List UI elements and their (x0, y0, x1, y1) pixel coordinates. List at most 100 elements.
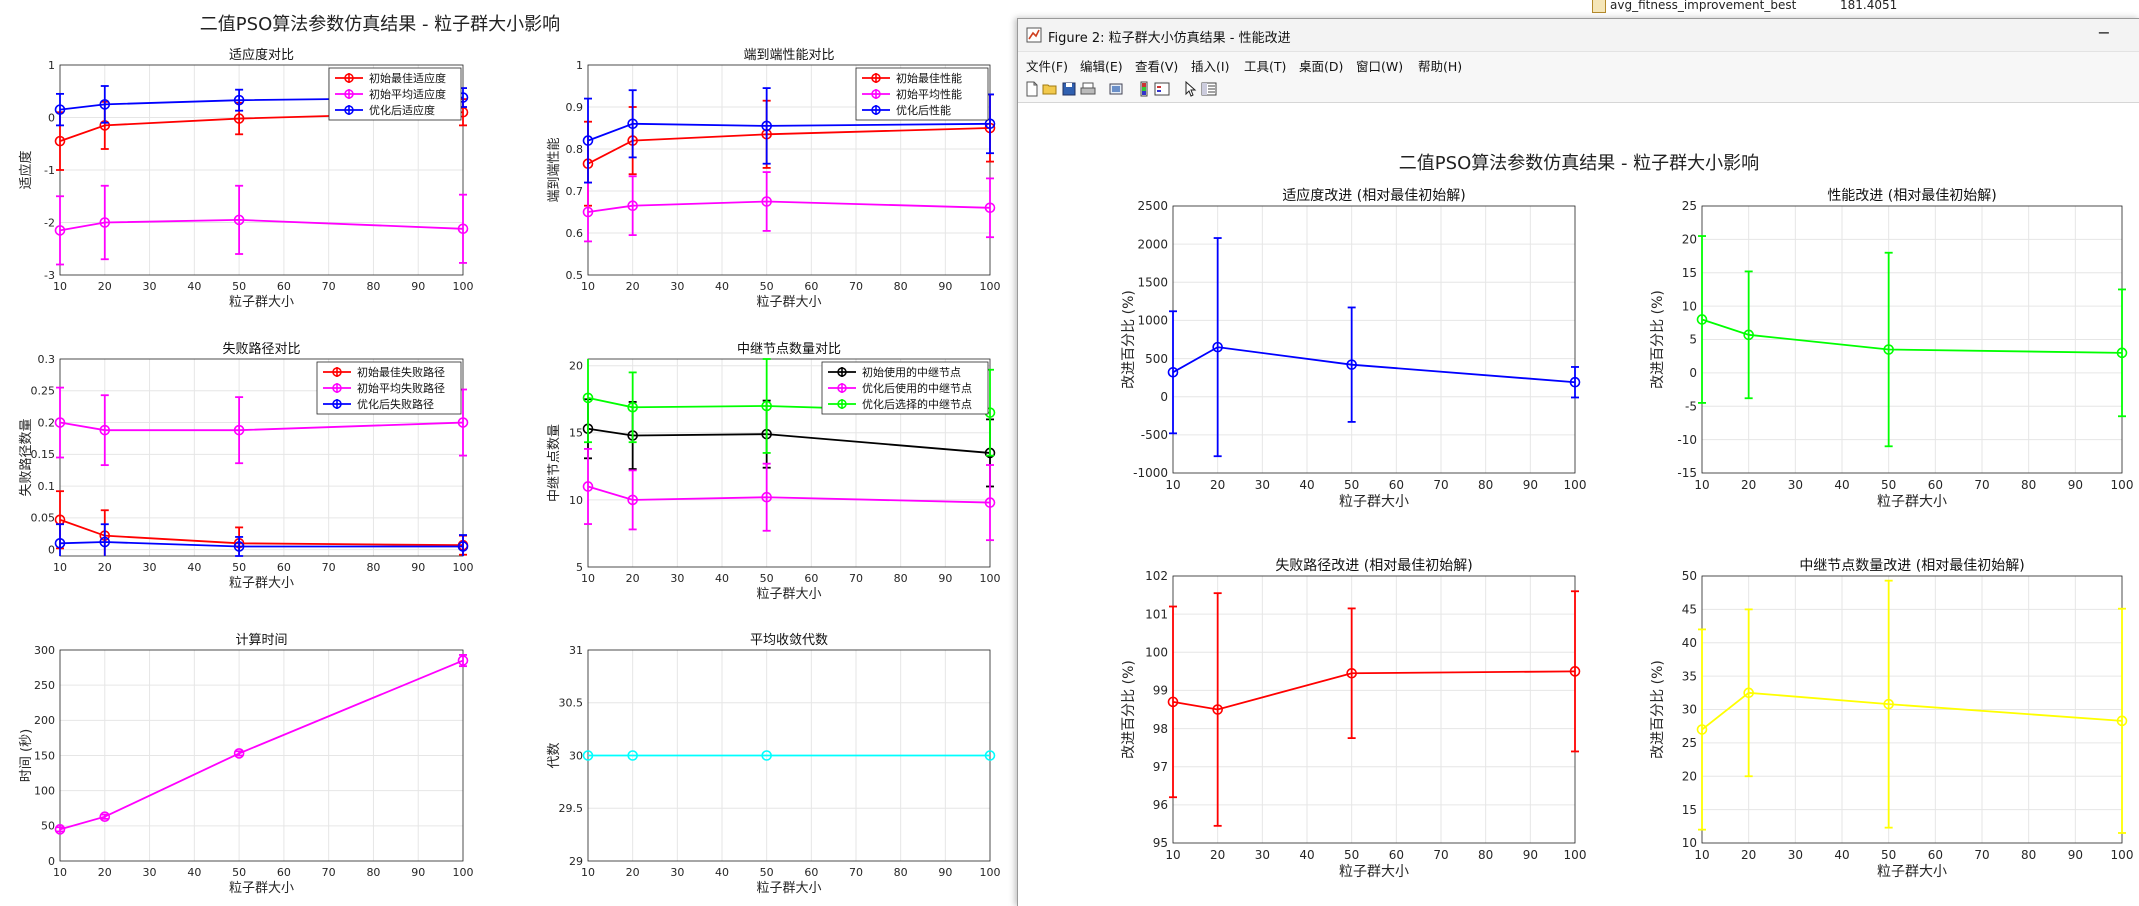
y-tick-label: 0.6 (566, 227, 584, 240)
data-point (627, 118, 638, 130)
data-point (233, 214, 245, 226)
figure-toolbar (1018, 76, 2139, 103)
x-tick-label: 100 (453, 280, 474, 293)
x-tick-label: 30 (143, 866, 157, 879)
y-tick-label: 0.1 (38, 480, 56, 493)
axes-panel: 10 20 30 40 50 60 70 80 90 100 -15 -10 -5 0 5 10 15 20 25 性… (1650, 187, 2133, 510)
y-tick-label: 0.05 (31, 512, 56, 525)
x-tick-label: 90 (1523, 848, 1538, 862)
y-tick-label: 0.2 (38, 416, 56, 429)
y-tick-label: 20 (1682, 233, 1697, 247)
x-tick-label: 80 (366, 561, 380, 574)
x-tick-label: 50 (232, 280, 246, 293)
menu-desktop[interactable]: 桌面(D) (1299, 59, 1344, 74)
new-file-icon[interactable] (1024, 81, 1040, 97)
x-tick-label: 60 (804, 572, 818, 585)
x-tick-label: 10 (581, 280, 595, 293)
menu-help[interactable]: 帮助(H) (1418, 59, 1463, 74)
x-tick-label: 20 (626, 572, 640, 585)
series-line (59, 541, 463, 548)
y-tick-label: 15 (1682, 803, 1697, 817)
series-line (1701, 691, 2123, 731)
y-tick-label: 0.8 (566, 143, 584, 156)
y-tick-label: 2000 (1137, 237, 1168, 251)
axes-title: 中继节点数量改进 (相对最佳初始解) (1799, 557, 2024, 574)
x-tick-label: 90 (2068, 848, 2083, 862)
x-tick-label: 70 (1974, 848, 1989, 862)
y-tick-label: 200 (34, 714, 55, 727)
x-tick-label: 80 (2021, 478, 2036, 492)
minimize-button[interactable]: − (2097, 23, 2111, 42)
y-tick-label: 0 (48, 111, 55, 124)
menu-view[interactable]: 查看(V) (1135, 59, 1179, 74)
data-point (2116, 347, 2128, 359)
menu-insert[interactable]: 插入(I) (1191, 59, 1230, 74)
legend-swatch-marker (871, 105, 881, 115)
series-line (59, 659, 464, 831)
data-point (761, 196, 772, 207)
y-tick-label: -15 (1677, 466, 1697, 480)
menu-edit[interactable]: 编辑(E) (1080, 59, 1123, 74)
data-point (233, 541, 245, 552)
y-tick-label: 15 (1682, 266, 1697, 280)
legend-swatch-marker (871, 89, 881, 99)
colorbar-icon[interactable] (1136, 81, 1152, 97)
x-tick-label: 100 (453, 866, 474, 879)
x-tick-label: 30 (670, 572, 684, 585)
x-axis-label: 粒子群大小 (229, 295, 294, 310)
axes-panel: 10 20 30 40 50 60 70 80 90 100 0 0.05 0.1 0.15 0.2 0.25… (18, 341, 474, 591)
data-point (582, 750, 594, 761)
data-point (627, 200, 638, 211)
y-axis-label: 失败路径数量 (18, 418, 34, 496)
menu-file[interactable]: 文件(F) (1026, 59, 1068, 74)
x-tick-label: 20 (626, 280, 640, 293)
data-point (54, 135, 66, 147)
data-point (1883, 698, 1894, 710)
print-icon[interactable] (1080, 81, 1096, 97)
x-tick-label: 30 (143, 561, 157, 574)
figure-2-suptitle: 二值PSO算法参数仿真结果 - 粒子群大小影响 (1398, 153, 1760, 174)
x-tick-label: 40 (1834, 478, 1849, 492)
x-tick-label: 80 (366, 866, 380, 879)
x-tick-label: 50 (1881, 848, 1896, 862)
property-editor-icon[interactable] (1201, 81, 1217, 97)
menu-window[interactable]: 窗口(W) (1356, 59, 1404, 74)
legend-icon[interactable] (1154, 81, 1170, 97)
figure-2-window[interactable]: Figure 2: 粒子群大小仿真结果 - 性能改进 − 文件(F) 编辑(E)… (1017, 18, 2139, 906)
x-tick-label: 80 (1478, 478, 1493, 492)
y-tick-label: 30 (1682, 703, 1697, 717)
pointer-icon[interactable] (1182, 81, 1198, 97)
window-title: Figure 2: 粒子群大小仿真结果 - 性能改进 (1048, 31, 1291, 46)
export-icon[interactable] (1108, 81, 1124, 97)
y-tick-label: 0.15 (31, 448, 56, 461)
series-line (587, 427, 991, 454)
legend-entry: 优化后性能 (896, 103, 951, 117)
axes-panel: 10 20 30 40 50 60 70 80 90 100 10 15 20 25 30 35 40 45 50 中… (1650, 557, 2133, 880)
axes-title: 平均收敛代数 (750, 632, 828, 648)
axes-title: 计算时间 (235, 633, 287, 648)
x-tick-label: 40 (187, 866, 201, 879)
x-tick-label: 70 (1433, 478, 1448, 492)
y-tick-label: 30.5 (559, 697, 584, 710)
open-folder-icon[interactable] (1042, 81, 1058, 97)
table-row[interactable]: avg_fitness_improvement_best 181.4051 (1540, 0, 2139, 13)
data-point (984, 202, 996, 214)
menu-bar: 文件(F) 编辑(E) 查看(V) 插入(I) 工具(T) 桌面(D) 窗口(W… (1018, 52, 2139, 76)
x-tick-label: 10 (53, 280, 67, 293)
x-tick-label: 90 (2068, 478, 2083, 492)
data-point (1569, 666, 1581, 677)
data-point (1569, 376, 1581, 388)
plot-area (1173, 206, 1575, 473)
x-tick-label: 20 (1741, 478, 1756, 492)
x-axis-label: 粒子群大小 (229, 576, 294, 591)
data-point (761, 491, 772, 503)
y-tick-label: 300 (34, 644, 55, 657)
save-icon[interactable] (1061, 81, 1077, 97)
window-titlebar[interactable]: Figure 2: 粒子群大小仿真结果 - 性能改进 − (1018, 19, 2139, 52)
y-axis-label: 改进百分比 (%) (1121, 290, 1137, 389)
axes-title: 适应度对比 (229, 47, 294, 63)
x-tick-label: 80 (1478, 848, 1493, 862)
menu-tools[interactable]: 工具(T) (1244, 59, 1287, 74)
series-line (587, 200, 991, 213)
data-point (2116, 715, 2128, 727)
